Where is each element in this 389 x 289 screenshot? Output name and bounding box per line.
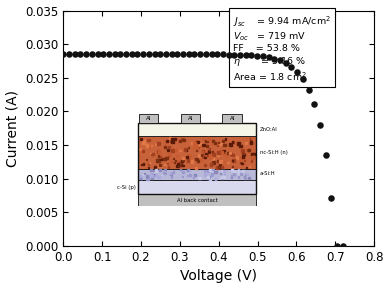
Point [77, 52, 84, 57]
Point [112, 52, 118, 57]
Point [231, 52, 238, 57]
Point [340, 244, 346, 248]
Point [265, 55, 272, 60]
Point [271, 56, 277, 61]
Point [60, 52, 67, 57]
Point [305, 87, 312, 92]
Point [260, 54, 266, 59]
Point [277, 58, 283, 63]
Point [174, 52, 180, 57]
Point [95, 52, 101, 57]
Point [311, 102, 317, 107]
X-axis label: Voltage (V): Voltage (V) [180, 269, 257, 284]
Point [203, 52, 209, 57]
Point [300, 77, 306, 81]
Point [106, 52, 112, 57]
Point [294, 69, 300, 74]
Point [146, 52, 152, 57]
Point [197, 52, 203, 57]
Point [186, 52, 192, 57]
Point [322, 153, 329, 158]
Point [66, 52, 72, 57]
Point [214, 52, 221, 57]
Point [249, 53, 255, 58]
Point [226, 52, 232, 57]
Point [254, 53, 260, 58]
Point [288, 64, 294, 69]
Point [134, 52, 140, 57]
Point [157, 52, 163, 57]
Point [317, 123, 323, 128]
Point [334, 244, 340, 248]
Point [243, 53, 249, 57]
Point [129, 52, 135, 57]
Point [168, 52, 175, 57]
Point [140, 52, 146, 57]
Point [163, 52, 169, 57]
Point [117, 52, 123, 57]
Point [220, 52, 226, 57]
Point [89, 52, 95, 57]
Point [237, 53, 243, 57]
Point [282, 61, 289, 65]
Point [191, 52, 198, 57]
Y-axis label: Current (A): Current (A) [5, 90, 19, 167]
Point [72, 52, 78, 57]
Point [209, 52, 215, 57]
Point [151, 52, 158, 57]
Point [83, 52, 89, 57]
Point [100, 52, 106, 57]
Point [328, 195, 335, 200]
Point [180, 52, 186, 57]
Text: $J_{sc}$    = 9.94 mA/cm$^2$
$V_{oc}$   = 719 mV
FF    = 53.8 %
$\eta$       = 5: $J_{sc}$ = 9.94 mA/cm$^2$ $V_{oc}$ = 719… [233, 14, 331, 83]
Point [123, 52, 129, 57]
